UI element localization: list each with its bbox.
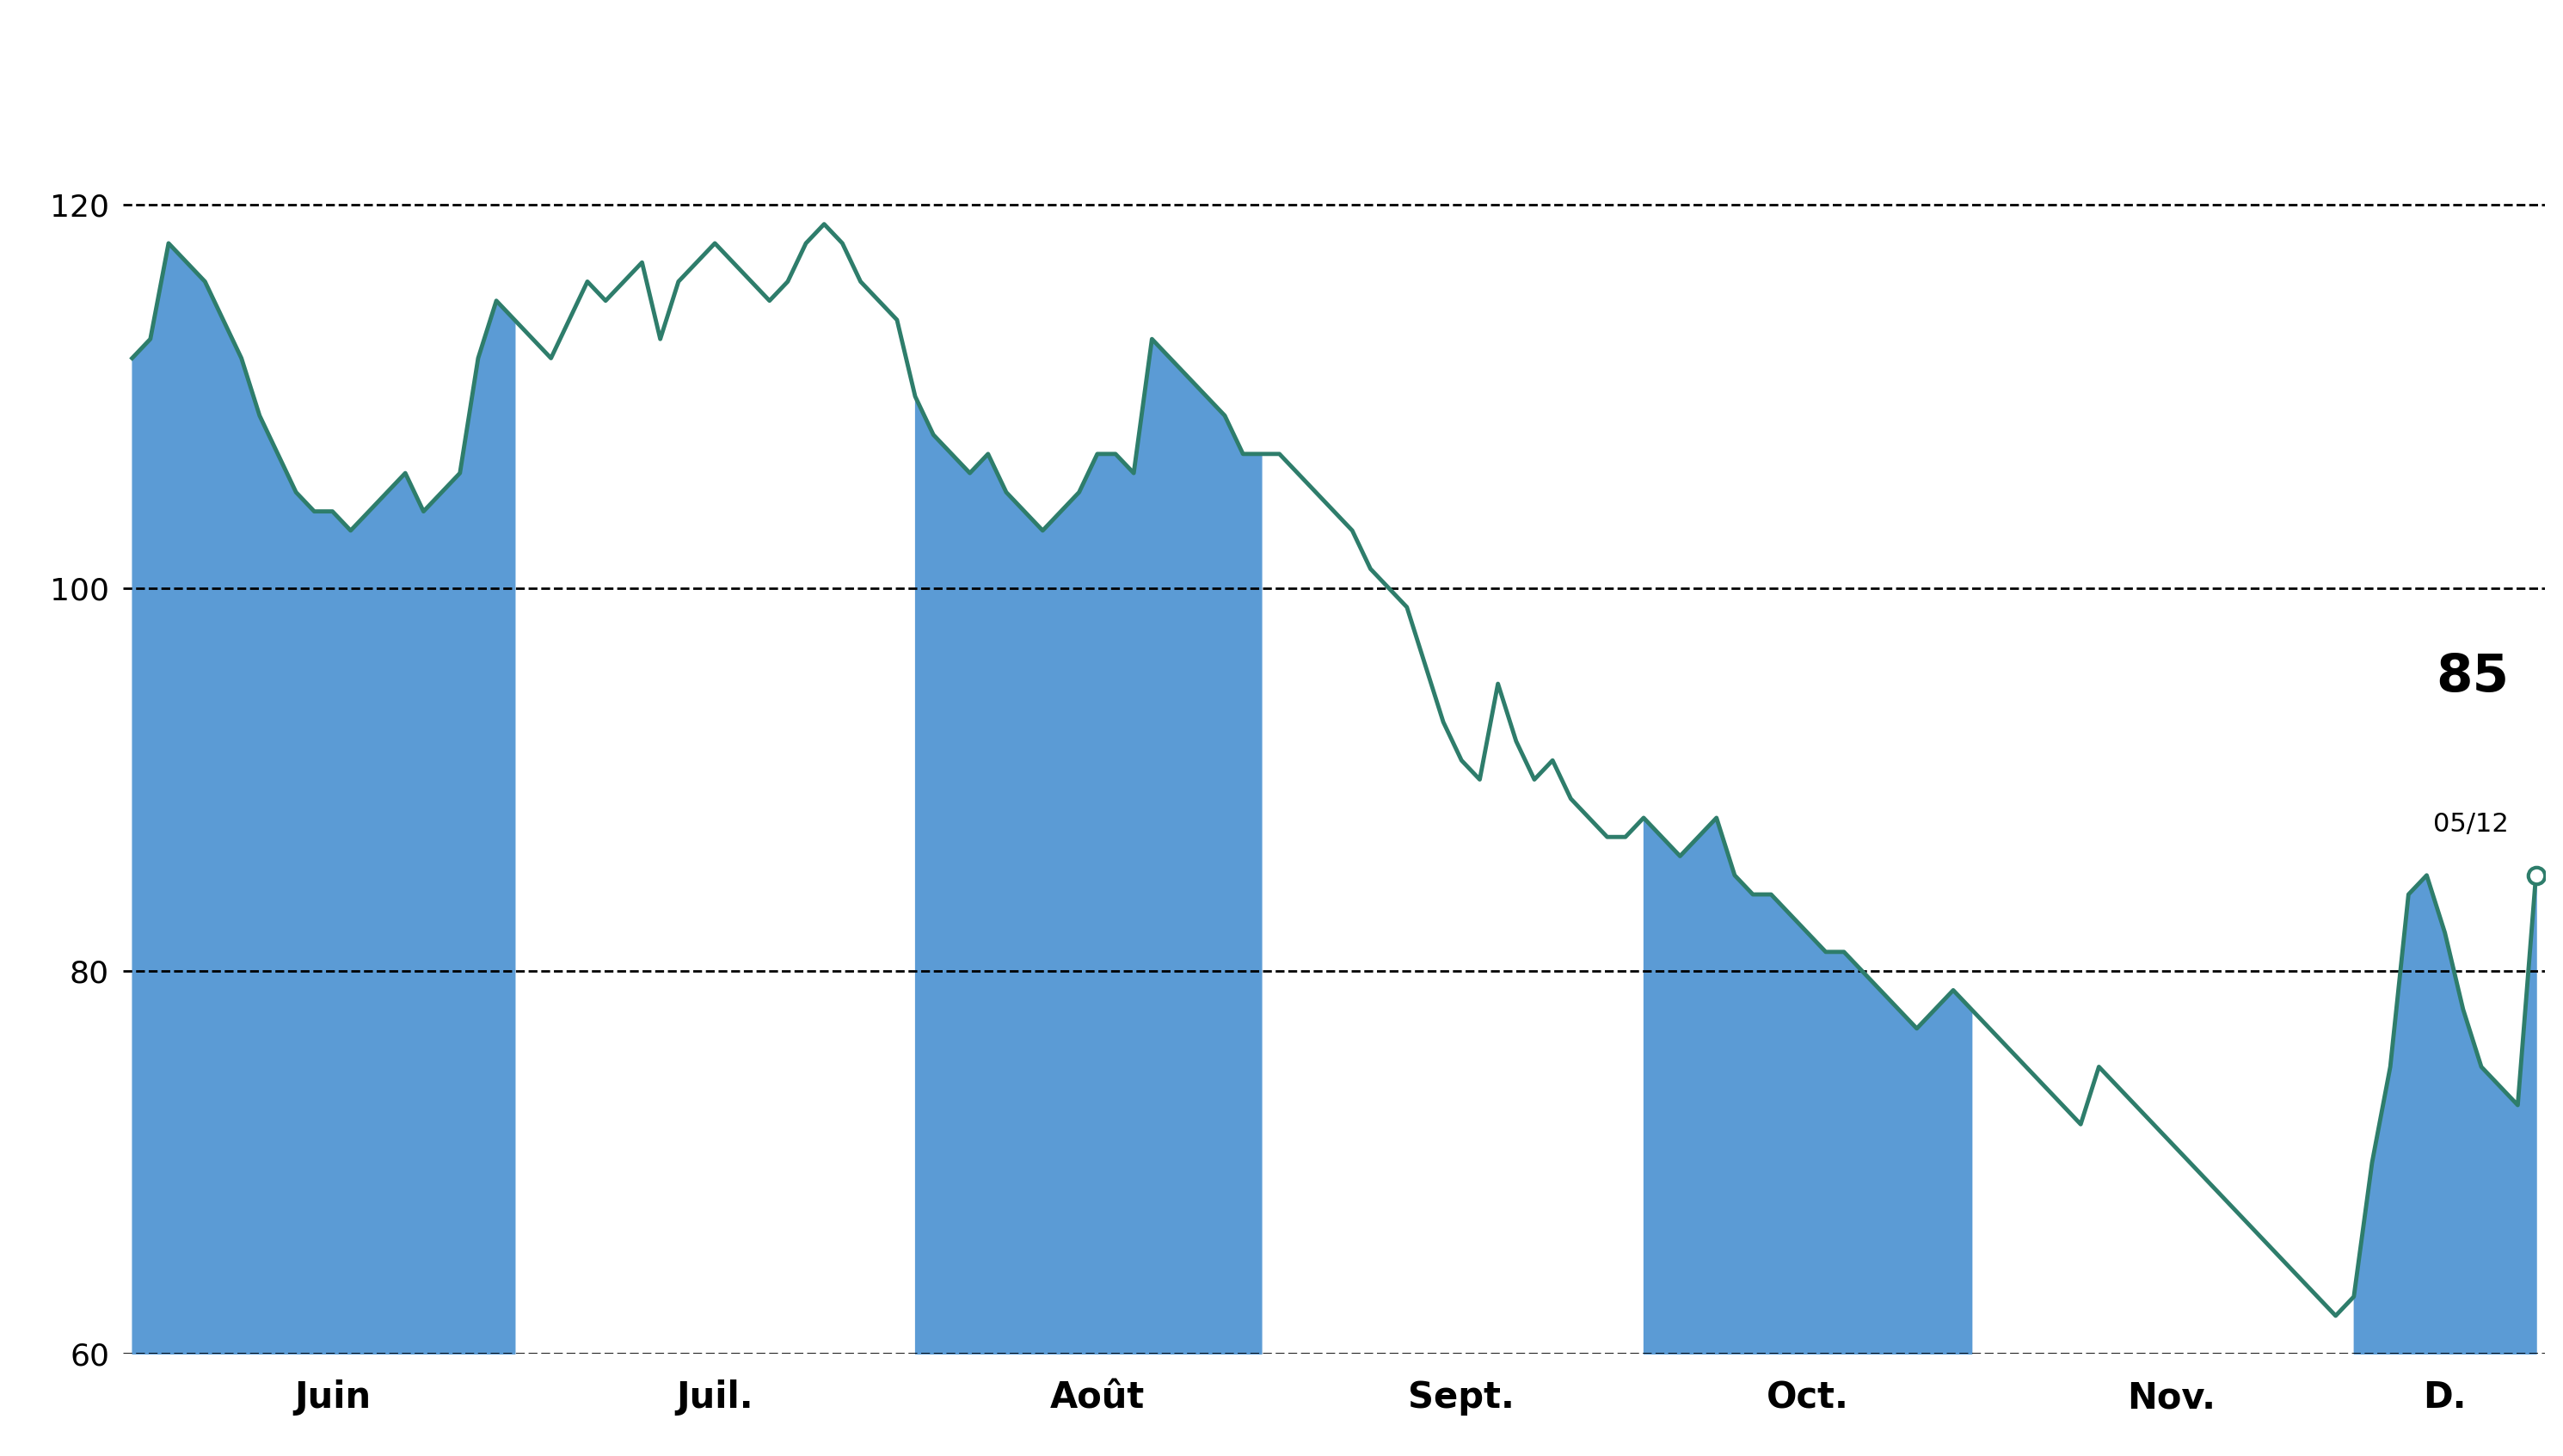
Text: 05/12: 05/12	[2432, 812, 2509, 837]
Text: 85: 85	[2435, 652, 2509, 703]
Text: SOITEC: SOITEC	[1141, 23, 1422, 90]
